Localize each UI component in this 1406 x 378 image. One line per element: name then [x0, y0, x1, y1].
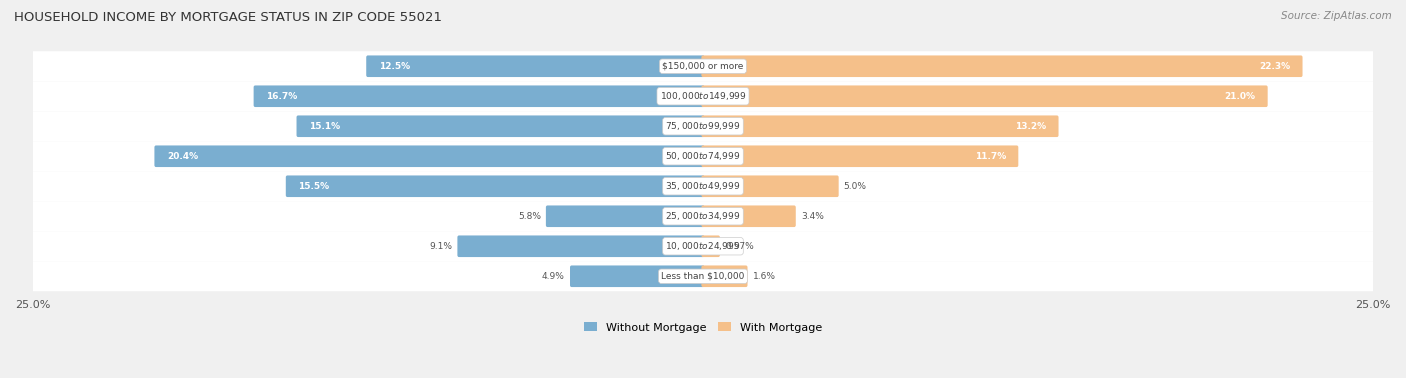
FancyBboxPatch shape — [32, 171, 1374, 201]
FancyBboxPatch shape — [32, 141, 1374, 171]
Text: Source: ZipAtlas.com: Source: ZipAtlas.com — [1281, 11, 1392, 21]
Text: 22.3%: 22.3% — [1258, 62, 1291, 71]
Text: 0.57%: 0.57% — [725, 242, 754, 251]
Text: 15.1%: 15.1% — [309, 122, 340, 131]
Text: 5.0%: 5.0% — [844, 182, 866, 191]
FancyBboxPatch shape — [32, 111, 1374, 141]
Text: 21.0%: 21.0% — [1225, 92, 1256, 101]
Text: $100,000 to $149,999: $100,000 to $149,999 — [659, 90, 747, 102]
Text: 4.9%: 4.9% — [543, 272, 565, 281]
Text: 11.7%: 11.7% — [974, 152, 1005, 161]
FancyBboxPatch shape — [32, 81, 1374, 111]
Legend: Without Mortgage, With Mortgage: Without Mortgage, With Mortgage — [579, 318, 827, 337]
FancyBboxPatch shape — [702, 175, 838, 197]
Text: $35,000 to $49,999: $35,000 to $49,999 — [665, 180, 741, 192]
FancyBboxPatch shape — [32, 261, 1374, 291]
FancyBboxPatch shape — [569, 265, 704, 287]
Text: 5.8%: 5.8% — [517, 212, 541, 221]
FancyBboxPatch shape — [702, 115, 1059, 137]
Text: $50,000 to $74,999: $50,000 to $74,999 — [665, 150, 741, 162]
Text: 16.7%: 16.7% — [266, 92, 297, 101]
FancyBboxPatch shape — [297, 115, 704, 137]
Text: 13.2%: 13.2% — [1015, 122, 1046, 131]
Text: $25,000 to $34,999: $25,000 to $34,999 — [665, 210, 741, 222]
Text: 9.1%: 9.1% — [429, 242, 453, 251]
FancyBboxPatch shape — [32, 231, 1374, 261]
FancyBboxPatch shape — [155, 146, 704, 167]
FancyBboxPatch shape — [32, 51, 1374, 81]
Text: 15.5%: 15.5% — [298, 182, 329, 191]
Text: 3.4%: 3.4% — [801, 212, 824, 221]
Text: Less than $10,000: Less than $10,000 — [661, 272, 745, 281]
FancyBboxPatch shape — [702, 265, 748, 287]
FancyBboxPatch shape — [285, 175, 704, 197]
Text: 12.5%: 12.5% — [378, 62, 409, 71]
FancyBboxPatch shape — [457, 235, 704, 257]
Text: $75,000 to $99,999: $75,000 to $99,999 — [665, 120, 741, 132]
Text: 1.6%: 1.6% — [752, 272, 776, 281]
FancyBboxPatch shape — [546, 206, 704, 227]
FancyBboxPatch shape — [702, 56, 1302, 77]
Text: $150,000 or more: $150,000 or more — [662, 62, 744, 71]
FancyBboxPatch shape — [702, 206, 796, 227]
FancyBboxPatch shape — [702, 146, 1018, 167]
Text: HOUSEHOLD INCOME BY MORTGAGE STATUS IN ZIP CODE 55021: HOUSEHOLD INCOME BY MORTGAGE STATUS IN Z… — [14, 11, 441, 24]
Text: 20.4%: 20.4% — [167, 152, 198, 161]
FancyBboxPatch shape — [702, 235, 720, 257]
FancyBboxPatch shape — [702, 85, 1268, 107]
Text: $10,000 to $24,999: $10,000 to $24,999 — [665, 240, 741, 252]
FancyBboxPatch shape — [366, 56, 704, 77]
FancyBboxPatch shape — [253, 85, 704, 107]
FancyBboxPatch shape — [32, 201, 1374, 231]
